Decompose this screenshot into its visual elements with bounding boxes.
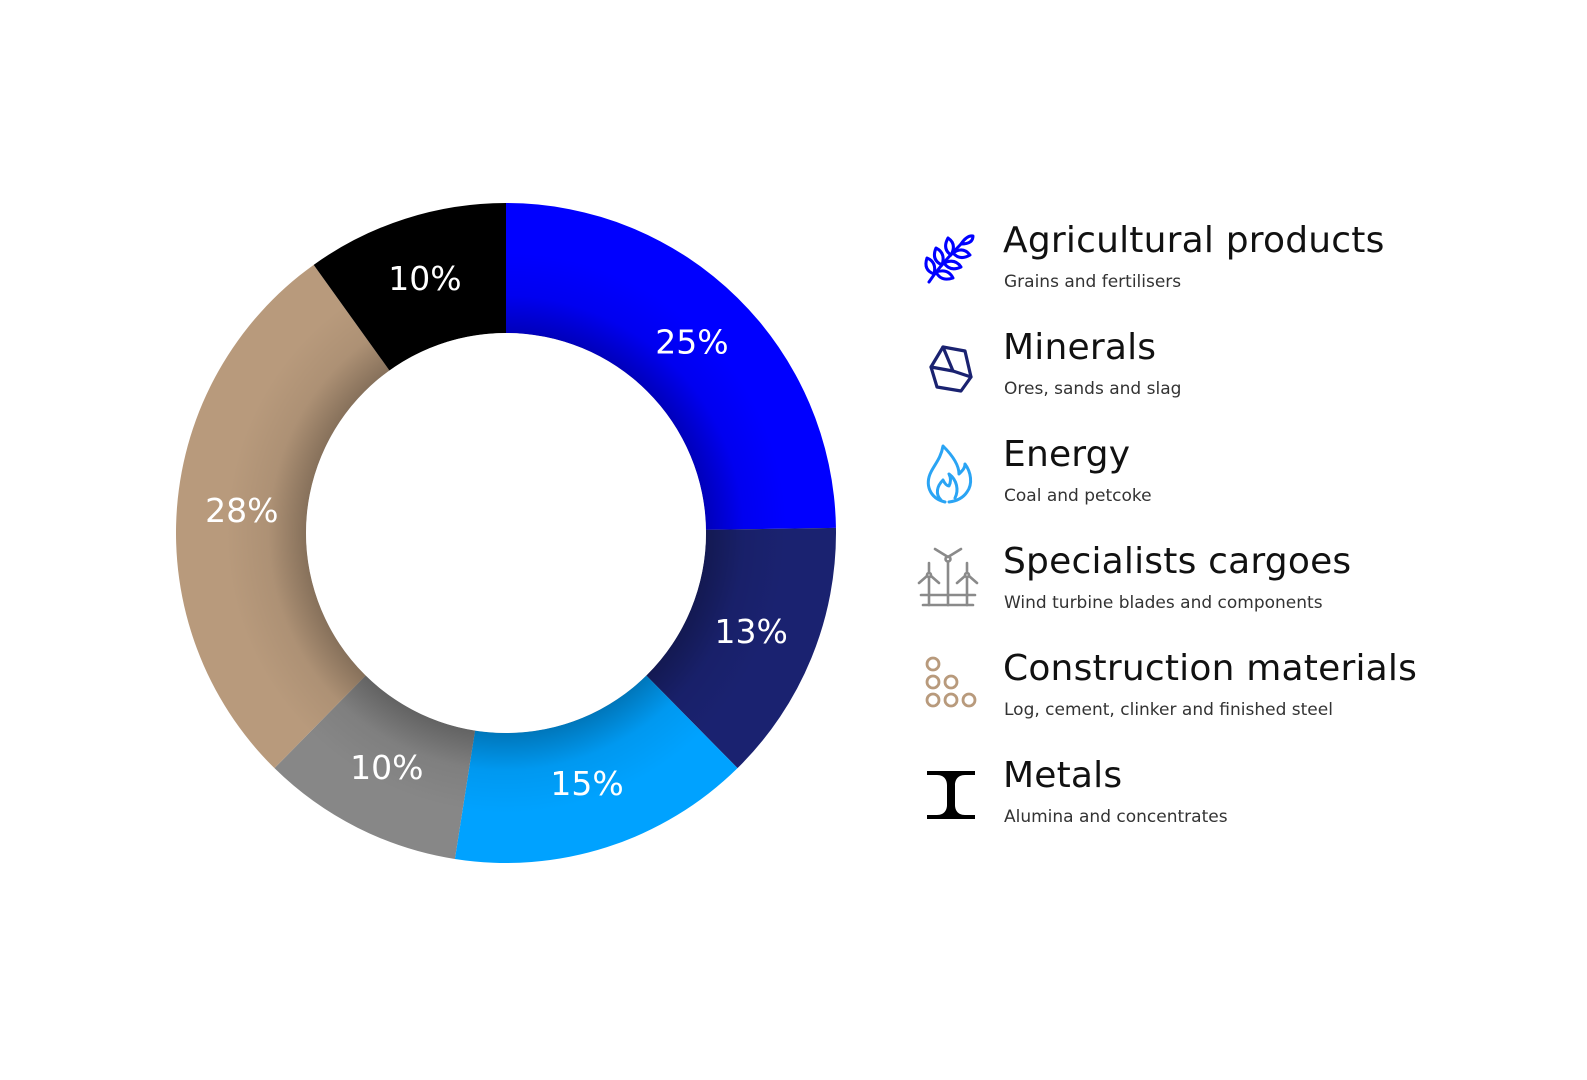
- legend-title: Energy: [1003, 434, 1131, 475]
- legend-title: Metals: [1003, 755, 1123, 796]
- legend-title: Agricultural products: [1003, 220, 1385, 261]
- legend-item-minerals: Minerals Ores, sands and slag: [915, 319, 1555, 426]
- donut-svg: 25% 13% 15% 10% 28% 10%: [176, 203, 836, 864]
- legend-item-construction: Construction materials Log, cement, clin…: [915, 640, 1555, 747]
- donut-labels: 25% 13% 15% 10% 28% 10%: [205, 259, 788, 803]
- steel-beam-icon: [915, 759, 981, 825]
- donut-label-minerals: 13%: [715, 612, 788, 651]
- legend-subtitle: Log, cement, clinker and finished steel: [1004, 700, 1333, 720]
- legend-subtitle: Wind turbine blades and components: [1004, 593, 1323, 613]
- donut-label-energy: 15%: [550, 764, 623, 803]
- legend-subtitle: Coal and petcoke: [1004, 486, 1152, 506]
- legend-title: Minerals: [1003, 327, 1157, 368]
- legend-subtitle: Alumina and concentrates: [1004, 807, 1228, 827]
- donut-label-agricultural-products: 25%: [655, 323, 728, 362]
- wind-turbine-icon: [915, 545, 981, 611]
- legend: Agricultural products Grains and fertili…: [915, 212, 1555, 854]
- legend-item-energy: Energy Coal and petcoke: [915, 426, 1555, 533]
- log-pile-icon: [915, 652, 981, 718]
- legend-item-agricultural: Agricultural products Grains and fertili…: [915, 212, 1555, 319]
- legend-title: Specialists cargoes: [1003, 541, 1352, 582]
- donut-label-construction-materials: 28%: [205, 491, 278, 530]
- mineral-rock-icon: [915, 331, 981, 397]
- donut-chart: 25% 13% 15% 10% 28% 10%: [176, 203, 836, 864]
- legend-subtitle: Grains and fertilisers: [1004, 272, 1182, 292]
- legend-item-specialists: Specialists cargoes Wind turbine blades …: [915, 533, 1555, 640]
- legend-item-metals: Metals Alumina and concentrates: [915, 747, 1555, 854]
- wheat-icon: [915, 224, 981, 290]
- flame-icon: [915, 438, 981, 504]
- legend-subtitle: Ores, sands and slag: [1004, 379, 1182, 399]
- donut-hole: [306, 333, 706, 733]
- donut-label-specialists-cargoes: 10%: [350, 748, 423, 787]
- donut-label-metals: 10%: [388, 259, 461, 298]
- legend-title: Construction materials: [1003, 648, 1418, 689]
